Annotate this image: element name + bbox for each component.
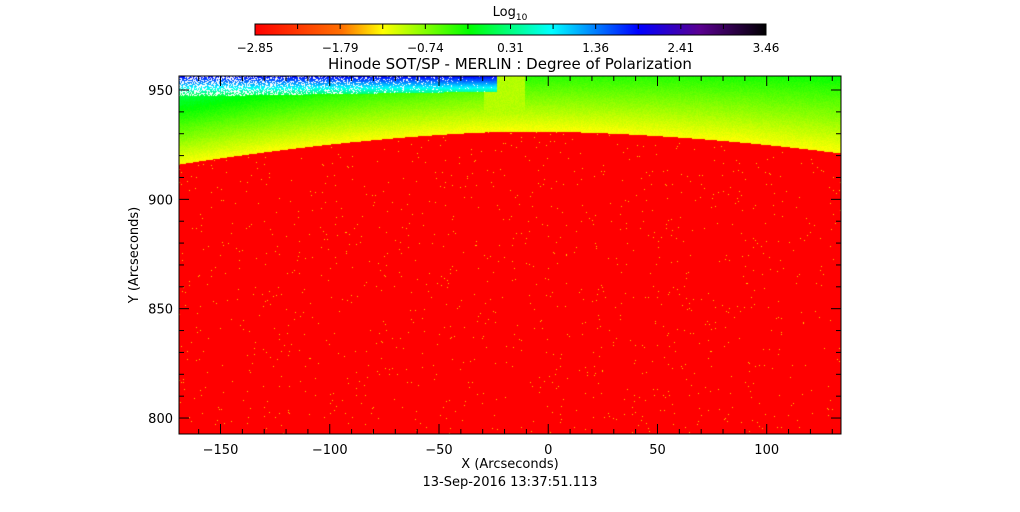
colorbar-label: Log10 — [493, 5, 528, 23]
heatmap-container — [179, 76, 841, 434]
x-tick-label: −100 — [312, 443, 348, 458]
y-tick-label: 800 — [148, 412, 173, 427]
colorbar-label-subscript: 10 — [516, 13, 528, 23]
axes: −150 −100 −50 0 50 100 800 850 900 950 — [148, 76, 841, 458]
colorbar: Log10 −2.85 −1.79 −0.74 0.31 1.36 2.41 3.46 — [237, 5, 780, 55]
x-tick-label: −150 — [203, 443, 239, 458]
x-tick-label: 50 — [649, 443, 666, 458]
colorbar-ticks: −2.85 −1.79 −0.74 0.31 1.36 2.41 3.46 — [237, 24, 780, 55]
heatmap-image — [179, 76, 841, 434]
colorbar-tick-label: 1.36 — [582, 41, 609, 55]
timestamp: 13-Sep-2016 13:37:51.113 — [423, 475, 598, 490]
y-axis-label: Y (Arcseconds) — [127, 207, 142, 304]
x-tick-label: 0 — [544, 443, 552, 458]
colorbar-tick-label: −0.74 — [407, 41, 444, 55]
plot-frame — [178, 75, 842, 435]
x-tick-label: 100 — [754, 443, 779, 458]
colorbar-tick-label: −2.85 — [237, 41, 274, 55]
x-axis-label: X (Arcseconds) — [461, 457, 558, 472]
y-tick-label: 900 — [148, 193, 173, 208]
colorbar-tick-label: 0.31 — [497, 41, 524, 55]
colorbar-label-base: Log — [493, 5, 516, 20]
chart-title: Hinode SOT/SP - MERLIN : Degree of Polar… — [328, 55, 692, 73]
y-tick-label: 850 — [148, 303, 173, 318]
colorbar-tick-label: 3.46 — [753, 41, 780, 55]
y-tick-label: 950 — [148, 84, 173, 99]
colorbar-tick-label: 2.41 — [667, 41, 694, 55]
x-tick-label: −50 — [425, 443, 452, 458]
colorbar-tick-label: −1.79 — [322, 41, 359, 55]
